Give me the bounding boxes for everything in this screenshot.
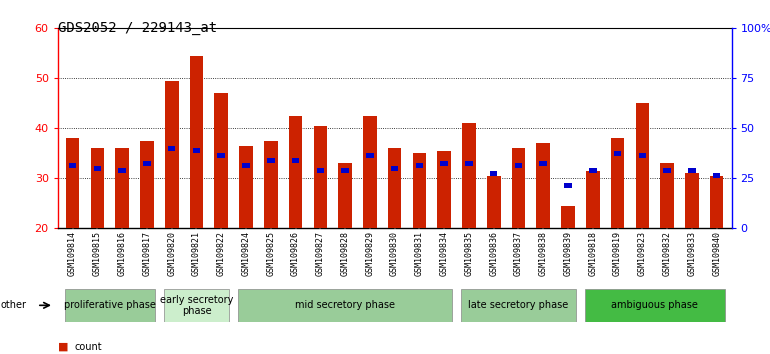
Bar [140, 141, 154, 228]
Text: GSM109823: GSM109823 [638, 232, 647, 276]
Text: GSM109829: GSM109829 [365, 232, 374, 276]
Bar [663, 169, 671, 173]
Bar [586, 171, 600, 228]
Bar [165, 81, 179, 228]
Text: GSM109830: GSM109830 [390, 232, 399, 276]
Bar [366, 153, 373, 158]
Bar [214, 93, 228, 228]
Bar [264, 141, 278, 228]
Bar [289, 116, 303, 228]
Bar [69, 163, 76, 169]
Text: proliferative phase: proliferative phase [64, 300, 156, 310]
Bar [589, 169, 597, 173]
Text: ambiguous phase: ambiguous phase [611, 300, 698, 310]
Bar [143, 161, 151, 166]
Bar [710, 176, 724, 228]
Bar [638, 153, 646, 158]
Text: ■: ■ [58, 342, 69, 352]
Bar [564, 183, 572, 188]
Bar [490, 171, 497, 176]
Text: GSM109824: GSM109824 [242, 232, 250, 276]
Text: GSM109816: GSM109816 [118, 232, 126, 276]
Text: GSM109828: GSM109828 [340, 232, 350, 276]
Bar [611, 138, 624, 228]
Text: GSM109827: GSM109827 [316, 232, 325, 276]
Text: GDS2052 / 229143_at: GDS2052 / 229143_at [58, 21, 217, 35]
Bar [116, 148, 129, 228]
Bar [65, 289, 155, 322]
Text: GSM109840: GSM109840 [712, 232, 721, 276]
Bar [685, 173, 698, 228]
Text: GSM109839: GSM109839 [564, 232, 573, 276]
Text: other: other [1, 300, 27, 310]
Text: GSM109818: GSM109818 [588, 232, 598, 276]
Bar [465, 161, 473, 166]
Bar [614, 151, 621, 156]
Text: mid secretory phase: mid secretory phase [295, 300, 395, 310]
Text: GSM109831: GSM109831 [415, 232, 424, 276]
Bar [413, 153, 427, 228]
Bar [487, 176, 500, 228]
Bar [313, 126, 327, 228]
Text: GSM109819: GSM109819 [613, 232, 622, 276]
Bar [437, 151, 451, 228]
Bar [540, 161, 547, 166]
Text: GSM109820: GSM109820 [167, 232, 176, 276]
Bar [341, 169, 349, 173]
Bar [164, 289, 229, 322]
Bar [561, 206, 575, 228]
Bar [416, 163, 424, 169]
Bar [388, 148, 401, 228]
Bar [217, 153, 225, 158]
Bar [239, 146, 253, 228]
Bar [440, 161, 448, 166]
Bar [91, 148, 104, 228]
Bar [635, 103, 649, 228]
Bar [514, 163, 522, 169]
Bar [65, 138, 79, 228]
Bar [661, 163, 674, 228]
Text: GSM109837: GSM109837 [514, 232, 523, 276]
Text: GSM109838: GSM109838 [539, 232, 547, 276]
Text: GSM109822: GSM109822 [216, 232, 226, 276]
Bar [363, 116, 377, 228]
Text: GSM109834: GSM109834 [440, 232, 449, 276]
Bar [192, 148, 200, 153]
Text: GSM109815: GSM109815 [93, 232, 102, 276]
Text: GSM109835: GSM109835 [464, 232, 474, 276]
Bar [238, 289, 452, 322]
Bar [94, 166, 101, 171]
Text: count: count [75, 342, 102, 352]
Text: GSM109817: GSM109817 [142, 232, 152, 276]
Text: GSM109832: GSM109832 [663, 232, 671, 276]
Text: GSM109826: GSM109826 [291, 232, 300, 276]
Bar [119, 169, 126, 173]
Bar [462, 123, 476, 228]
Bar [267, 158, 275, 163]
Bar [168, 146, 176, 151]
Text: GSM109814: GSM109814 [68, 232, 77, 276]
Bar [338, 163, 352, 228]
Bar [584, 289, 725, 322]
Bar [713, 173, 721, 178]
Bar [688, 169, 695, 173]
Bar [511, 148, 525, 228]
Bar [292, 158, 300, 163]
Text: GSM109821: GSM109821 [192, 232, 201, 276]
Bar [537, 143, 550, 228]
Text: GSM109825: GSM109825 [266, 232, 275, 276]
Bar [243, 163, 249, 169]
Bar [461, 289, 576, 322]
Text: GSM109833: GSM109833 [688, 232, 696, 276]
Bar [391, 166, 398, 171]
Bar [316, 169, 324, 173]
Text: GSM109836: GSM109836 [489, 232, 498, 276]
Text: early secretory
phase: early secretory phase [160, 295, 233, 316]
Text: late secretory phase: late secretory phase [468, 300, 568, 310]
Bar [189, 56, 203, 228]
